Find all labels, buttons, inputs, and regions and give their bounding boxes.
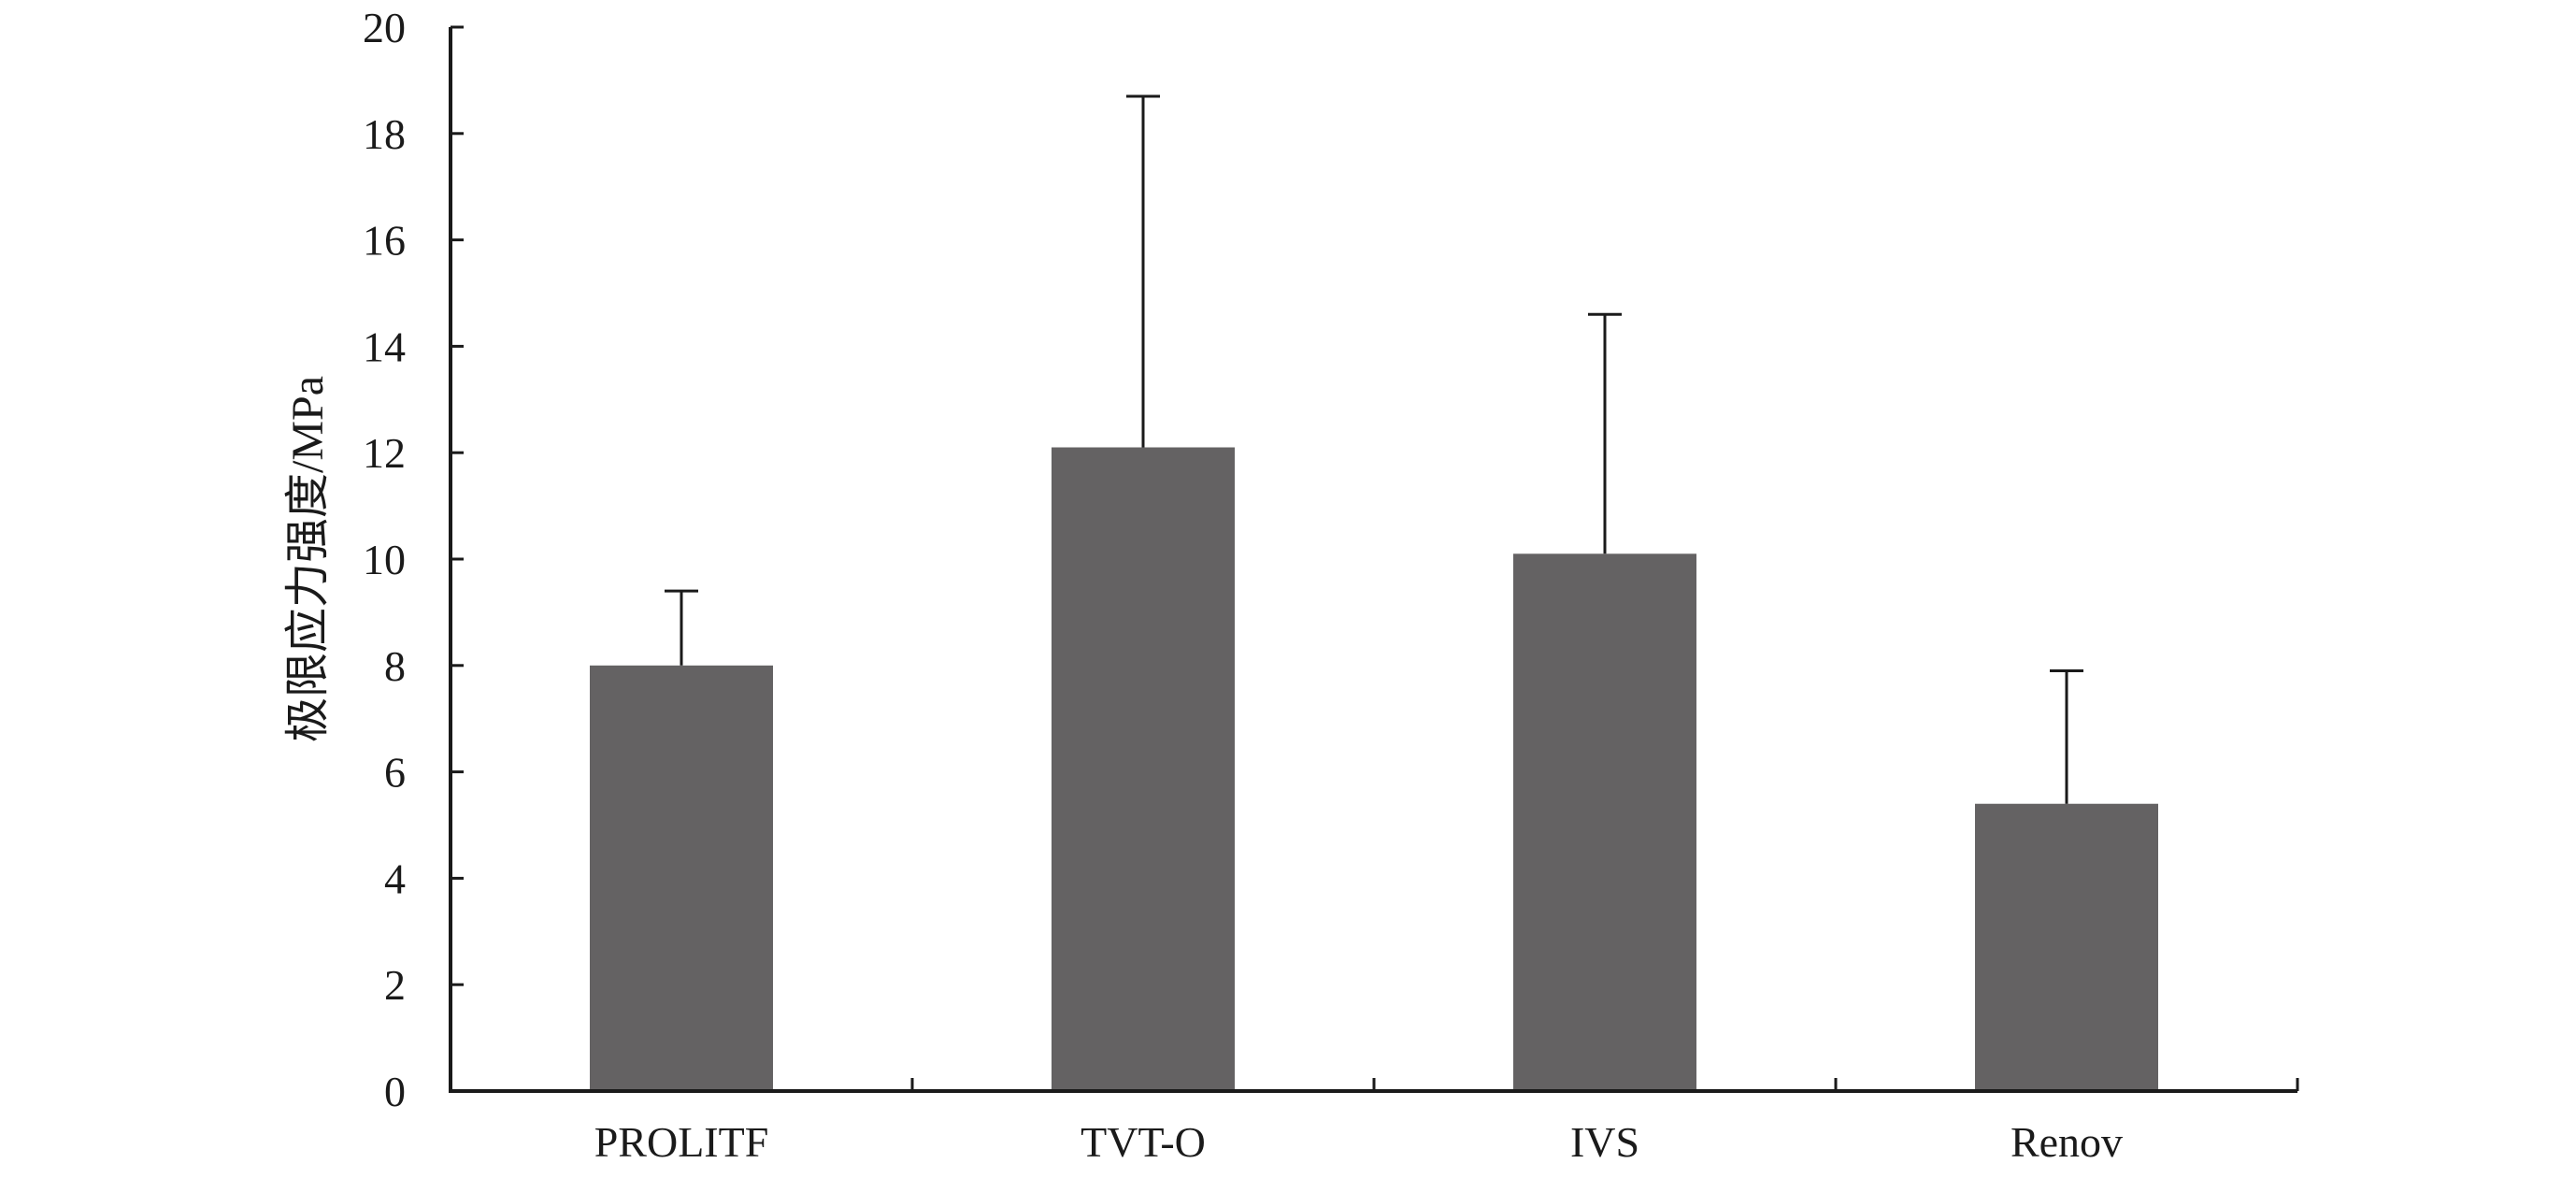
y-tick-label-18: 18 [363, 110, 406, 158]
bars-layer [590, 447, 2158, 1091]
y-tick-label-2: 2 [384, 961, 406, 1009]
y-tick-label-0: 0 [384, 1068, 406, 1115]
x-category-label-1: PROLITF [594, 1118, 769, 1166]
error-bars-layer [665, 94, 2083, 804]
y-tick-label-20: 20 [363, 4, 406, 51]
bar-2 [1052, 447, 1235, 1091]
y-tick-label-8: 8 [384, 642, 406, 690]
bar-1 [590, 665, 773, 1091]
bar-3 [1513, 553, 1696, 1091]
x-category-label-3: IVS [1570, 1118, 1639, 1166]
y-tick-label-14: 14 [363, 323, 406, 370]
y-tick-label-6: 6 [384, 749, 406, 797]
bar-4 [1975, 803, 2158, 1091]
x-category-label-2: TVT-O [1080, 1118, 1206, 1166]
labels-layer: 0 2 4 6 8 10 12 14 16 18 20 PROLITF TVT-O IVS Renov [363, 4, 2123, 1166]
x-category-label-4: Renov [2011, 1118, 2123, 1166]
y-tick-label-16: 16 [363, 217, 406, 265]
y-tick-label-10: 10 [363, 536, 406, 583]
axes-layer [449, 25, 2299, 1093]
y-tick-label-4: 4 [384, 855, 406, 902]
y-axis-title: 极限应力强度/MPa [283, 376, 333, 742]
y-tick-label-12: 12 [363, 429, 406, 477]
